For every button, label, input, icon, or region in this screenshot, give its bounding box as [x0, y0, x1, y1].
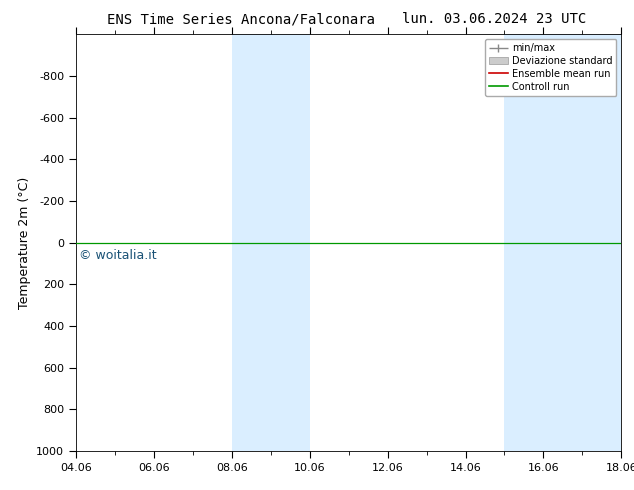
Bar [543, 34, 621, 451]
Y-axis label: Temperature 2m (°C): Temperature 2m (°C) [18, 176, 30, 309]
Text: lun. 03.06.2024 23 UTC: lun. 03.06.2024 23 UTC [403, 12, 586, 26]
Text: © woitalia.it: © woitalia.it [79, 249, 157, 262]
Bar [505, 34, 543, 451]
Legend: min/max, Deviazione standard, Ensemble mean run, Controll run: min/max, Deviazione standard, Ensemble m… [485, 39, 616, 96]
Text: ENS Time Series Ancona/Falconara: ENS Time Series Ancona/Falconara [107, 12, 375, 26]
Bar [232, 34, 271, 451]
Bar [271, 34, 310, 451]
